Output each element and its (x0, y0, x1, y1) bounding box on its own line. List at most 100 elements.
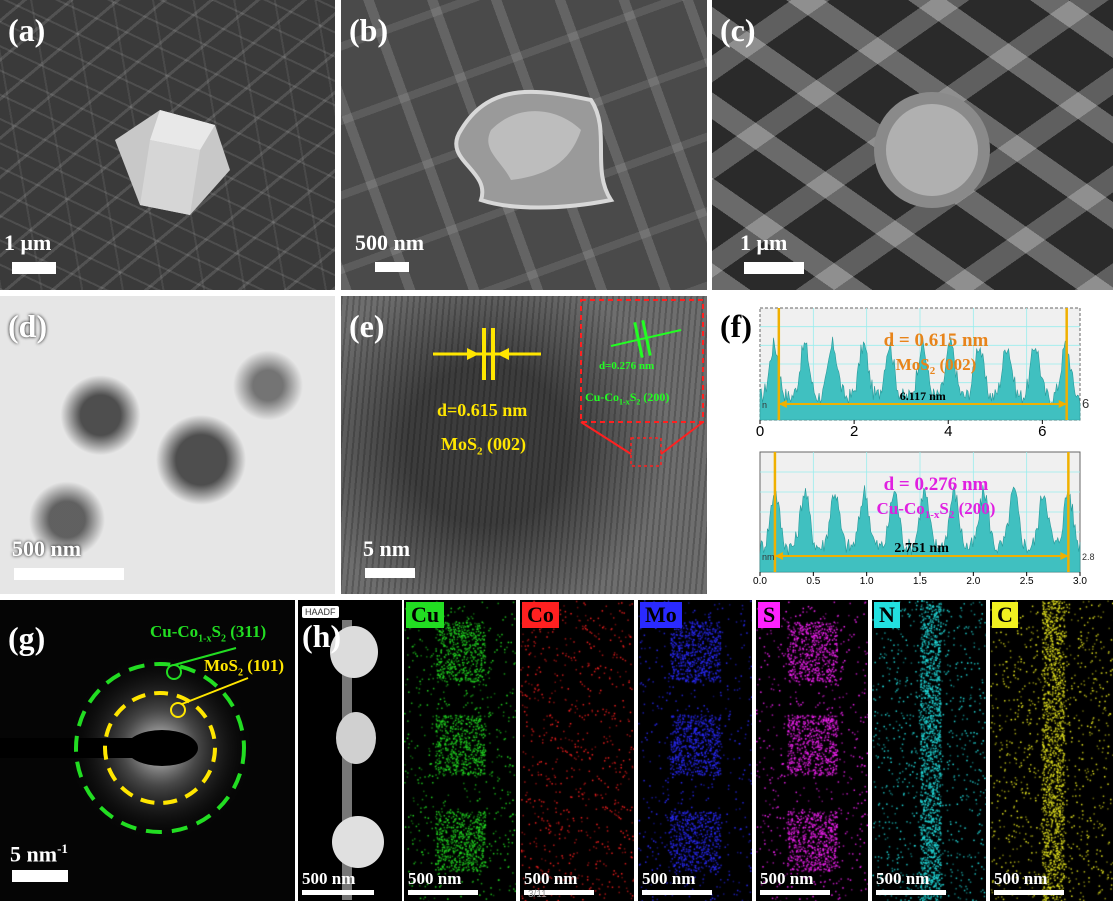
eds-map-mo: Mo 500 nm (638, 600, 752, 901)
eds-dots-s (756, 600, 868, 901)
eds-tag-c: C (992, 602, 1018, 629)
chart-1-xtick-label: 3.0 (1073, 576, 1087, 587)
g-ring2-label: MoS2 (101) (204, 656, 285, 679)
chart-1-arrowhead-right (1060, 552, 1069, 560)
haadf-tag: HAADF (302, 606, 339, 618)
chart-0-xtick-label: 0 (756, 423, 764, 440)
eds-tag-mo: Mo (640, 602, 682, 629)
chart-1-xtick-label: 1.5 (913, 576, 927, 587)
chart-0-right-edge-label: 6 (1082, 396, 1089, 411)
chart-1-xtick-label: 1.0 (860, 576, 874, 587)
eds-dots-mo (638, 600, 752, 901)
eds-map-cu: Cu 500 nm (404, 600, 516, 901)
eds-map-co: Co 500 nm (520, 600, 634, 901)
scale-bar-g (12, 870, 68, 882)
chart-1-xtick-label: 2.5 (1020, 576, 1034, 587)
panel-label-d: (d) (8, 308, 48, 344)
scale-label-c: 1 μm (740, 230, 788, 255)
chart-1-xtick-label: 0.5 (806, 576, 820, 587)
eds-panel-h: HAADF (h) 500 nm Cu 500 nm Co 500 nm Mo 500 n… (298, 600, 1113, 901)
line-profile-charts: 6.117 nm n 6 0 2 4 6 d = 0.615 nm MoS2 (002) 2.75… (753, 307, 1095, 587)
sem-panel-b: (b) 500 nm (341, 0, 707, 290)
eds-scale-bar-cu (408, 890, 478, 895)
panel-label-h: (h) (302, 618, 342, 654)
panel-label-c: (c) (720, 12, 756, 48)
hollow-shell (454, 89, 615, 210)
eds-tag-s: S (758, 602, 781, 629)
chart-1-annotation-d: d = 0.276 nm (884, 474, 989, 495)
eds-scale-label-s: 500 nm (760, 869, 814, 888)
chart-0-xtick-label: 2 (850, 423, 858, 440)
chart-1-xtick-label: 2.0 (966, 576, 980, 587)
eds-map-c: C 500 nm (990, 600, 1113, 901)
haadf-map: HAADF (h) 500 nm (298, 600, 402, 901)
dodecahedron-crystal (115, 110, 230, 215)
chart-0-annotation-phase: MoS2 (002) (896, 355, 977, 377)
eds-tag-co: Co (522, 602, 559, 629)
panel-label-e: (e) (349, 308, 385, 344)
e-d-spacing: d=0.615 nm (437, 400, 528, 420)
panel-label-f: (f) (720, 308, 752, 344)
sem-panel-c: (c) 1 μm (712, 0, 1113, 290)
panel-label-g: (g) (8, 620, 46, 656)
eds-scale-label-mo: 500 nm (642, 869, 696, 888)
chart-1-xtick-label: 0.0 (753, 576, 767, 587)
chart-0-span-label: 6.117 nm (900, 389, 946, 403)
eds-scale-bar-s (760, 890, 830, 895)
nanosheet-coated-particle (874, 92, 990, 208)
tem-panel-d: (d) 500 nm (0, 296, 335, 594)
e-phase-label: MoS2 (002) (441, 434, 526, 458)
panel-label-a: (a) (8, 12, 46, 48)
haadf-image (330, 620, 384, 900)
chart-1-profile-area (759, 484, 1081, 573)
eds-scale-label-c: 500 nm (994, 869, 1048, 888)
eds-map-s: S 500 nm (756, 600, 868, 901)
eds-tag-cu: Cu (406, 602, 445, 629)
scale-bar-a (12, 262, 56, 274)
e-inset-d-spacing: d=0.276 nm (599, 360, 655, 372)
eds-scale-label-co: 500 nm (524, 869, 578, 888)
eds-scale-label-n: 500 nm (876, 869, 930, 888)
scale-label-e: 5 nm (363, 536, 411, 561)
scale-bar-e (365, 568, 415, 578)
chart-0-xtick-label: 4 (944, 423, 952, 440)
scale-label-d: 500 nm (12, 536, 82, 561)
chart-0-arrowhead-right (1058, 400, 1067, 408)
eds-scale-bar-mo (642, 890, 712, 895)
eds-dots-cu (404, 600, 516, 901)
panel-label-b: (b) (349, 12, 389, 48)
g-ring1-label: Cu-Co1-xS2 (311) (150, 622, 267, 645)
eds-map-n: N 500 nm (872, 600, 986, 901)
eds-scale-bar-c (994, 890, 1064, 895)
eds-scale-bar-co (524, 890, 594, 895)
chart-1-arrowhead-left (774, 552, 783, 560)
scale-label-b: 500 nm (355, 230, 425, 255)
chart-0-annotation-d: d = 0.615 nm (884, 330, 989, 351)
scale-label-a: 1 μm (4, 230, 52, 255)
chart-1-span-label: 2.751 nm (894, 541, 949, 556)
scale-label-g: 5 nm-1 (10, 841, 68, 867)
chart-0-left-edge-label: n (762, 400, 767, 410)
eds-tag-n: N (874, 602, 900, 629)
scale-bar-haadf (302, 890, 374, 895)
line-profile-panel-f: 6.117 nm n 6 0 2 4 6 d = 0.615 nm MoS2 (002) 2.75… (712, 296, 1113, 594)
diffraction-pattern (0, 647, 255, 843)
sem-panel-a: (a) 1 μm (0, 0, 335, 290)
footer-stamp: 3/11 (528, 889, 547, 900)
chart-0-profile-area (759, 336, 1081, 421)
eds-dots-n (872, 600, 986, 901)
e-inset-phase-label: Cu-Co1-xS2 (200) (585, 390, 670, 407)
eds-scale-label-cu: 500 nm (408, 869, 462, 888)
hrtem-panel-e: (e) d=0.615 nm MoS2 (002) d=0.276 nm Cu-… (341, 296, 707, 594)
eds-dots-c (990, 600, 1113, 901)
chart-1-annotation-phase: Cu-Co1-xS2 (200) (877, 499, 996, 521)
scale-bar-b (375, 262, 409, 272)
eds-scale-bar-n (876, 890, 946, 895)
scale-bar-c (744, 262, 804, 274)
chart-0-xtick-label: 6 (1038, 423, 1046, 440)
chart-0-arrowhead-left (778, 400, 787, 408)
saed-panel-g: (g) Cu-Co1-xS2 (311) MoS2 (101) 5 nm-1 (0, 600, 295, 901)
chart-1-right-edge-label: 2.8 (1082, 552, 1095, 562)
scale-label-haadf: 500 nm (302, 869, 356, 888)
chart-1-left-edge-label: nm (762, 552, 775, 562)
